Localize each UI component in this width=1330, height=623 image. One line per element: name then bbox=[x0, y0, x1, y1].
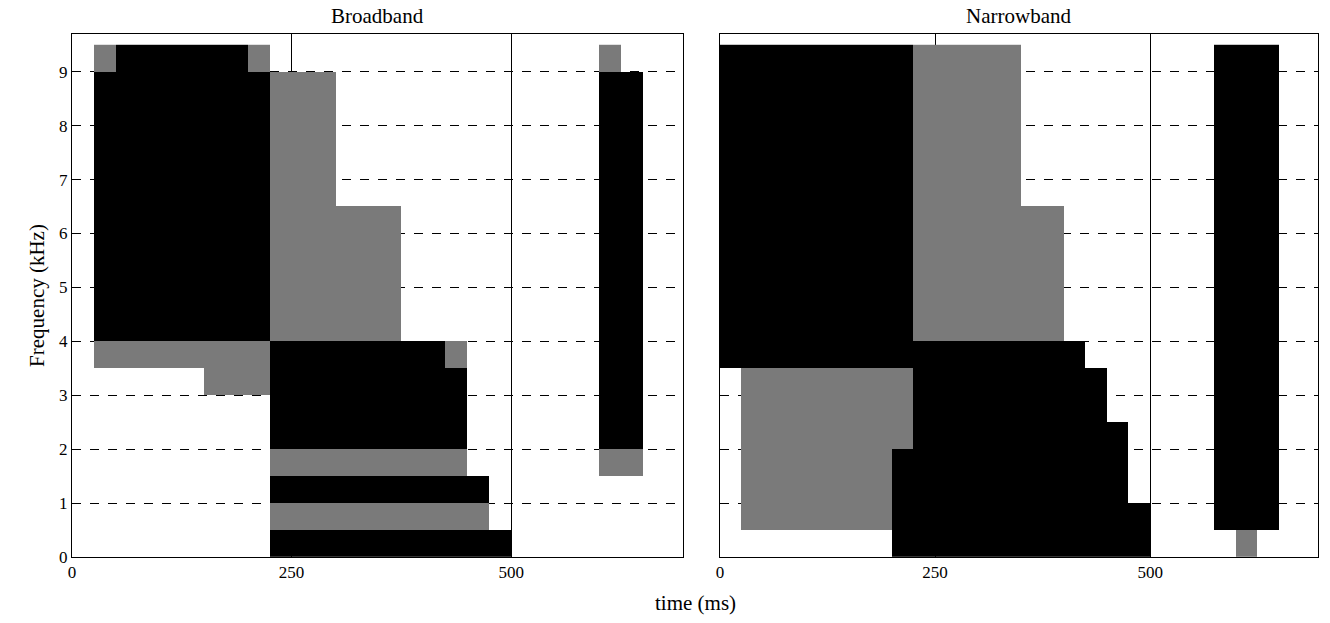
svg-text:1: 1 bbox=[59, 494, 68, 513]
svg-text:time (ms): time (ms) bbox=[655, 591, 736, 615]
svg-text:250: 250 bbox=[279, 563, 305, 582]
svg-text:Frequency (kHz): Frequency (kHz) bbox=[25, 224, 49, 367]
svg-text:250: 250 bbox=[922, 563, 948, 582]
svg-text:8: 8 bbox=[59, 117, 68, 136]
svg-text:4: 4 bbox=[59, 332, 68, 351]
svg-text:7: 7 bbox=[59, 171, 68, 190]
svg-text:500: 500 bbox=[1137, 563, 1163, 582]
svg-text:Narrowband: Narrowband bbox=[966, 4, 1071, 28]
svg-text:2: 2 bbox=[59, 440, 68, 459]
svg-text:6: 6 bbox=[59, 224, 68, 243]
svg-text:5: 5 bbox=[59, 278, 68, 297]
svg-text:0: 0 bbox=[59, 548, 68, 567]
svg-text:Broadband: Broadband bbox=[331, 4, 424, 28]
svg-text:500: 500 bbox=[498, 563, 524, 582]
svg-text:0: 0 bbox=[68, 563, 77, 582]
svg-text:9: 9 bbox=[59, 63, 68, 82]
svg-text:3: 3 bbox=[59, 386, 68, 405]
svg-text:0: 0 bbox=[716, 563, 725, 582]
